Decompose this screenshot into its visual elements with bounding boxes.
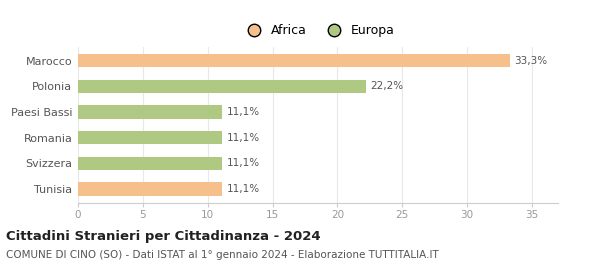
Text: Cittadini Stranieri per Cittadinanza - 2024: Cittadini Stranieri per Cittadinanza - 2… bbox=[6, 230, 320, 243]
Bar bbox=[78, 182, 222, 196]
Bar bbox=[78, 131, 222, 144]
Bar bbox=[78, 54, 510, 67]
Bar bbox=[78, 157, 222, 170]
Legend: Africa, Europa: Africa, Europa bbox=[242, 24, 394, 37]
Text: COMUNE DI CINO (SO) - Dati ISTAT al 1° gennaio 2024 - Elaborazione TUTTITALIA.IT: COMUNE DI CINO (SO) - Dati ISTAT al 1° g… bbox=[6, 250, 439, 259]
Text: 22,2%: 22,2% bbox=[371, 81, 404, 91]
Text: 11,1%: 11,1% bbox=[227, 107, 260, 117]
Text: 33,3%: 33,3% bbox=[515, 56, 548, 66]
Text: 11,1%: 11,1% bbox=[227, 184, 260, 194]
Text: 11,1%: 11,1% bbox=[227, 133, 260, 143]
Text: 11,1%: 11,1% bbox=[227, 158, 260, 168]
Bar bbox=[78, 80, 366, 93]
Bar bbox=[78, 105, 222, 119]
